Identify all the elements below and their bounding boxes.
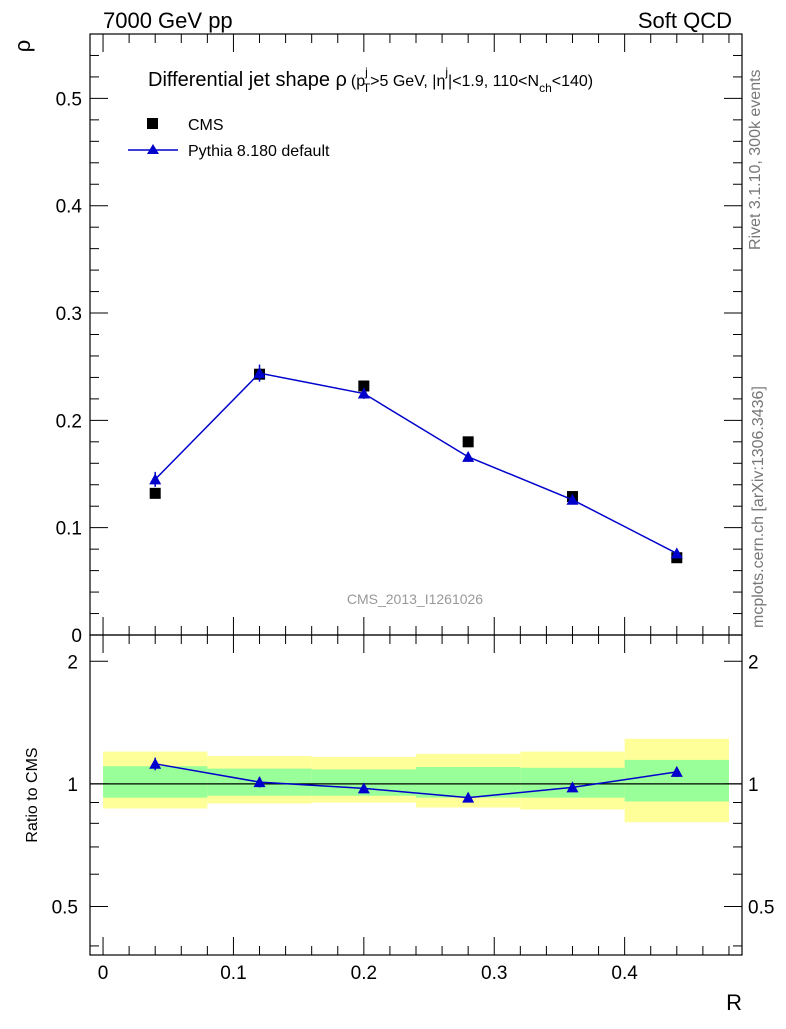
cms-point: [358, 380, 370, 392]
title-rho: ρ: [336, 69, 347, 91]
pythia-point: [462, 450, 475, 462]
header-right: Soft QCD: [638, 8, 732, 33]
ratio-bands: [103, 738, 729, 823]
main-y-tick-label: 0: [71, 626, 82, 647]
ratio-pythia-point: [357, 782, 370, 794]
x-tick-label: 0: [98, 963, 109, 984]
legend-cms-marker: [147, 118, 158, 129]
header-left: 7000 GeV pp: [103, 8, 233, 33]
ratio-pythia-point: [670, 765, 683, 777]
cms-point: [149, 487, 161, 499]
pythia-point: [566, 493, 579, 505]
title-eta: η: [436, 73, 445, 90]
analysis-label: CMS_2013_I1261026: [347, 591, 483, 607]
title-main: Differential jet shape: [148, 69, 336, 91]
mcplots-label: mcplots.cern.ch [arXiv:1306.3436]: [750, 386, 767, 628]
title-gt5: >5 GeV, |: [370, 73, 436, 90]
x-tick-label: 0.3: [481, 963, 507, 984]
main-y-tick-label: 0.4: [56, 197, 83, 218]
legend-cms-label: CMS: [188, 117, 224, 134]
tick-labels-layer: 0 0.1 0.2 0.3 0.4 0.5 0.5 0.5 1 1 2 2 0 0.1 0.2 0.3 0.4: [52, 89, 775, 984]
ratio-y-tick-label: 1: [67, 775, 78, 796]
main-y-tick-label: 0.5: [56, 89, 82, 110]
title-pt-sup: j: [364, 65, 368, 79]
pythia-point: [149, 473, 162, 485]
title-p: (p: [351, 73, 365, 90]
x-tick-label: 0.1: [220, 963, 246, 984]
cms-point: [462, 436, 474, 448]
ratio-pythia-point: [149, 757, 162, 769]
ratio-pythia-point: [566, 781, 579, 793]
legend: CMS Pythia 8.180 default: [128, 117, 330, 160]
main-y-tick-label: 0.1: [56, 519, 82, 540]
legend-pythia-marker: [147, 144, 159, 154]
pythia-line: [154, 372, 678, 555]
ratio-pythia-point: [253, 776, 266, 788]
xlabel: R: [726, 990, 742, 1015]
axes-layer: [89, 33, 743, 956]
title-pt-sub: T: [363, 81, 371, 95]
rivet-label: Rivet 3.1.10, 300k events: [747, 69, 764, 250]
ratio-y-tick-label: 0.5: [52, 897, 78, 918]
x-tick-label: 0.2: [351, 963, 377, 984]
ratio-y-tick-label-right: 2: [748, 652, 759, 673]
ratio-ylabel: Ratio to CMS: [24, 747, 41, 842]
ratio-y-tick-label: 2: [67, 652, 78, 673]
ratio-pythia-point: [462, 791, 475, 803]
ratio-y-tick-label-right: 0.5: [748, 897, 774, 918]
legend-pythia-label: Pythia 8.180 default: [188, 143, 330, 160]
title-eta-sup: j: [444, 65, 448, 79]
title-nch-sub: ch: [539, 81, 552, 95]
green-band-bin: [103, 766, 208, 798]
title-nch-cut: <140): [552, 73, 593, 90]
main-ylabel: ρ: [10, 40, 35, 53]
main-y-tick-label: 0.3: [56, 304, 82, 325]
x-tick-label: 0.4: [611, 963, 638, 984]
pythia-point: [253, 367, 266, 379]
main-title: Differential jet shape ρ (pj T>5 GeV, |ηj|…: [148, 65, 593, 95]
main-y-tick-label: 0.2: [56, 411, 82, 432]
ratio-pythia-line: [155, 763, 677, 799]
data-layer: [149, 364, 683, 803]
ratio-y-tick-label-right: 1: [748, 775, 759, 796]
pythia-point: [357, 387, 370, 399]
title-eta-cut: |<1.9, 110<N: [448, 73, 539, 90]
pythia-point: [670, 547, 683, 559]
